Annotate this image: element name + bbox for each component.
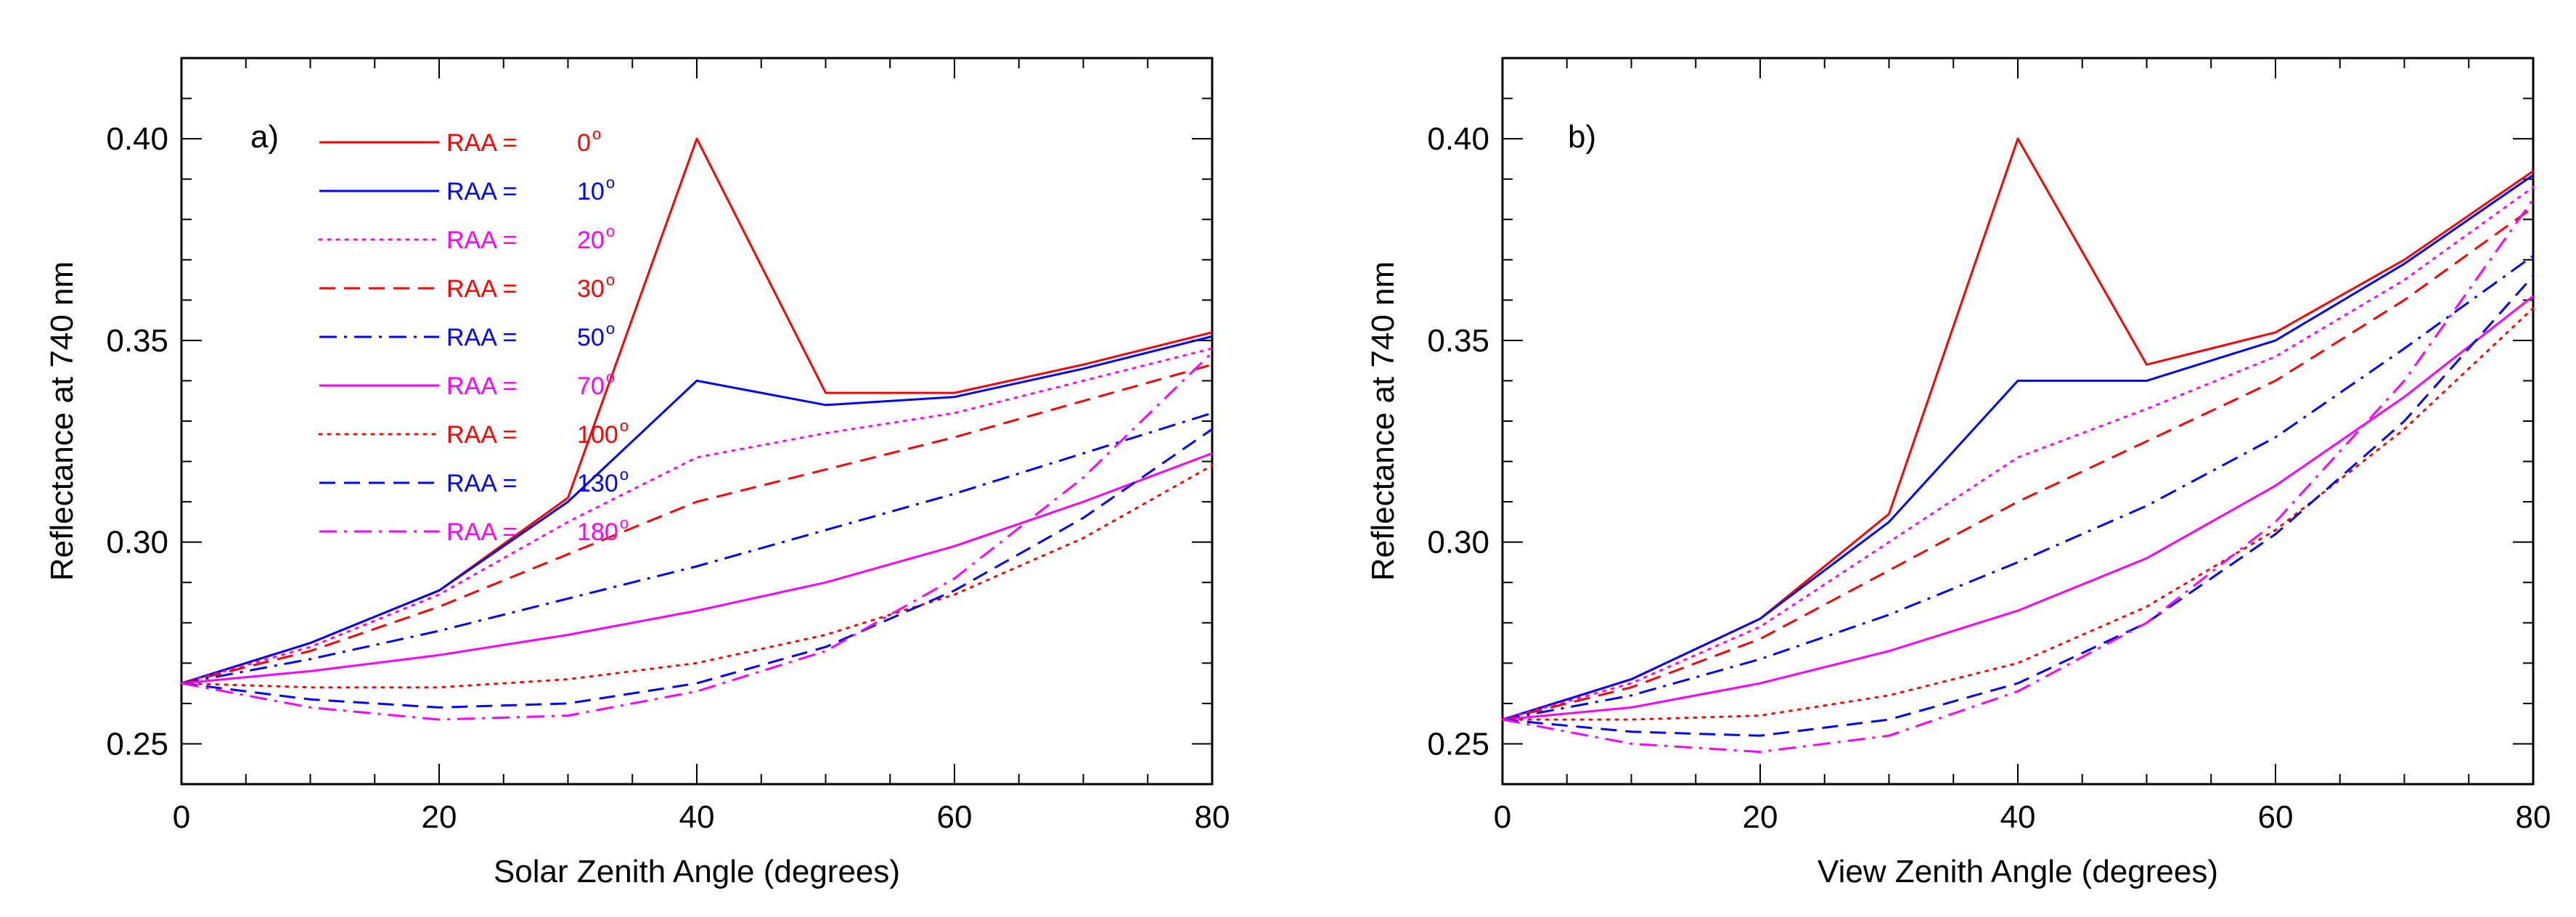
legend-label: RAA = <box>446 372 517 400</box>
plot-frame <box>180 57 1214 786</box>
legend-label: RAA = <box>446 227 517 254</box>
legend-label: RAA = <box>446 470 517 497</box>
legend-degree: o <box>606 368 615 386</box>
tick-labels: 0 20 40 60 80 0.25 0.30 0.35 0.40 <box>106 121 1230 835</box>
legend-degree: o <box>620 465 629 484</box>
panel-label: b) <box>1568 119 1596 155</box>
series-line <box>1501 186 2535 721</box>
legend-value: 20 <box>577 227 605 254</box>
series-line <box>180 464 1214 689</box>
y-tick-label: 0.30 <box>1427 525 1489 561</box>
y-tick-label: 0.30 <box>106 525 168 561</box>
tick-labels: 0 20 40 60 80 0.25 0.30 0.35 0.40 <box>1427 121 2551 835</box>
legend-label: RAA = <box>446 129 517 157</box>
y-tick-label: 0.25 <box>1427 726 1489 762</box>
legend-value: 50 <box>577 324 605 351</box>
x-tick-label: 20 <box>1743 799 1778 835</box>
x-axis-title: View Zenith Angle (degrees) <box>1817 854 2218 889</box>
series-line <box>181 452 1213 685</box>
series-line <box>181 428 1213 709</box>
series-line <box>1502 275 2535 737</box>
legend-degree: o <box>606 174 615 192</box>
legend-degree: o <box>606 271 615 289</box>
legend-degree: o <box>620 417 629 435</box>
series-line <box>181 351 1214 721</box>
y-axis-title: Reflectance at 740 nm <box>44 261 80 581</box>
legend-degree: o <box>606 319 615 338</box>
x-tick-label: 40 <box>2000 799 2036 835</box>
legend-label: RAA = <box>446 178 517 205</box>
y-tick-label: 0.35 <box>1427 323 1489 359</box>
series-line <box>1502 254 2534 721</box>
x-tick-label: 40 <box>679 799 715 835</box>
series-line <box>181 335 1213 685</box>
panel-b: 0 20 40 60 80 0.25 0.30 0.35 0.40 b) View Zenith… <box>1365 57 2551 889</box>
legend-value: 70 <box>577 372 605 400</box>
legend-value: 130 <box>577 470 618 497</box>
legend-value: 10 <box>577 178 605 205</box>
legend-value: 100 <box>577 421 618 449</box>
series-line <box>1502 295 2534 721</box>
x-tick-label: 0 <box>173 799 190 835</box>
series-line <box>1502 198 2535 754</box>
x-tick-label: 0 <box>1494 799 1511 835</box>
x-tick-label: 80 <box>1195 799 1230 835</box>
panel-label: a) <box>250 119 279 155</box>
series-layer <box>1501 137 2535 754</box>
series-line <box>181 363 1213 685</box>
x-axis-title: Solar Zenith Angle (degrees) <box>494 854 900 889</box>
series-line <box>1502 206 2534 721</box>
x-tick-label: 60 <box>937 799 973 835</box>
y-tick-label: 0.40 <box>1427 121 1489 157</box>
series-line <box>181 412 1213 685</box>
legend-label: RAA = <box>446 275 517 303</box>
y-axis-title: Reflectance at 740 nm <box>1365 261 1401 581</box>
y-tick-label: 0.25 <box>106 726 168 762</box>
axis-ticks <box>1502 57 2534 785</box>
series-line <box>1502 174 2534 721</box>
y-tick-label: 0.40 <box>106 121 168 157</box>
series-line <box>180 347 1214 685</box>
y-tick-label: 0.35 <box>106 323 168 359</box>
x-tick-label: 80 <box>2516 799 2551 835</box>
legend-degree: o <box>606 222 615 240</box>
legend-degree: o <box>592 125 601 143</box>
legend-degree: o <box>620 514 629 532</box>
legend-label: RAA = <box>446 518 517 546</box>
legend-value: 0 <box>577 129 591 157</box>
x-tick-label: 60 <box>2258 799 2294 835</box>
panel-a: 0 20 40 60 80 0.25 0.30 0.35 0.40 a) Solar Zenit… <box>44 57 1230 889</box>
plot-frame <box>1501 57 2535 786</box>
legend-value: 30 <box>577 275 605 303</box>
x-tick-label: 20 <box>422 799 457 835</box>
series-layer <box>180 137 1214 721</box>
legend-label: RAA = <box>446 324 517 351</box>
axis-ticks <box>181 57 1213 785</box>
legend-label: RAA = <box>446 421 517 449</box>
legend-value: 180 <box>577 518 618 546</box>
